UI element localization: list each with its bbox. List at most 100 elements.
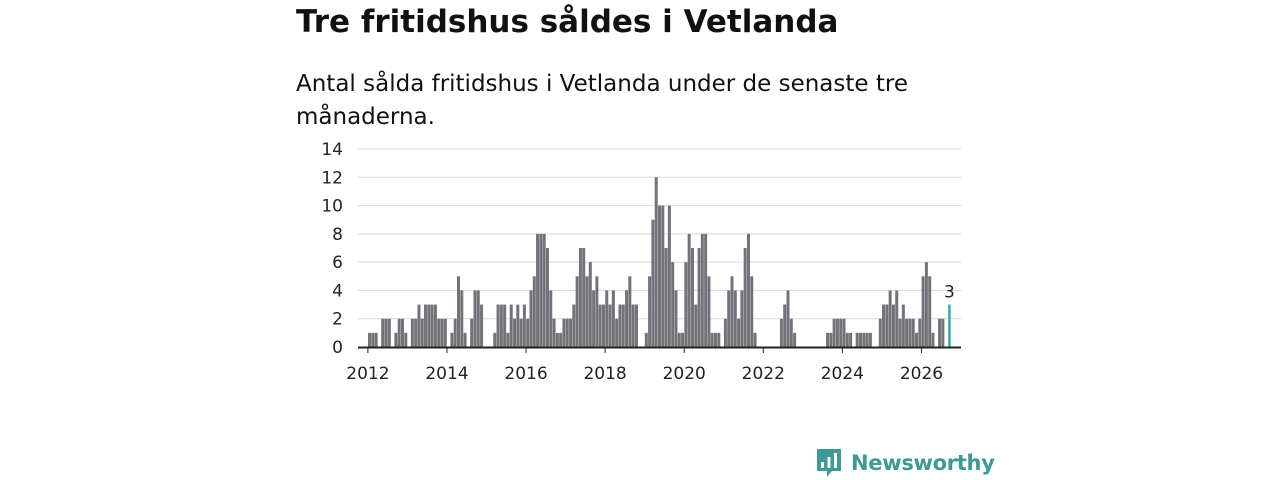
bar (499, 304, 503, 347)
bar (371, 332, 375, 347)
bars (368, 177, 951, 347)
bar (789, 318, 793, 347)
bar (433, 304, 437, 347)
bar (895, 290, 899, 347)
bar (690, 248, 694, 347)
bar (908, 318, 912, 347)
bar (605, 290, 609, 347)
bar (859, 332, 862, 347)
bar (938, 318, 942, 347)
bar (654, 177, 658, 347)
bar (516, 304, 520, 347)
bar (924, 262, 928, 347)
bar (536, 233, 540, 347)
bar (658, 205, 661, 347)
bar (493, 332, 497, 347)
bar (476, 290, 480, 347)
bar (750, 276, 754, 347)
bar (368, 332, 372, 347)
bar (793, 332, 797, 347)
bar (615, 318, 619, 347)
bar (842, 318, 846, 347)
bar (519, 318, 523, 347)
y-tick-label-10: 10 (321, 197, 343, 217)
x-tick-label-2018: 2018 (583, 364, 626, 384)
bar (410, 318, 414, 347)
bar (832, 318, 836, 347)
bar (697, 248, 701, 347)
bar (513, 318, 517, 347)
bar (394, 332, 398, 347)
bar (588, 262, 592, 347)
bar (786, 290, 790, 347)
bar (539, 233, 543, 347)
bar (457, 276, 460, 347)
bar (463, 332, 467, 347)
bar (948, 304, 951, 347)
bar (714, 332, 718, 347)
bar (496, 304, 500, 347)
y-axis-tick-labels: 0 2 4 6 8 10 12 14 (321, 140, 343, 358)
bar (849, 332, 853, 347)
bar (437, 318, 441, 347)
bar (634, 304, 638, 347)
newsworthy-logo[interactable]: Newsworthy (815, 446, 995, 480)
bar (667, 205, 671, 347)
bar (572, 304, 576, 347)
bar (430, 304, 434, 347)
x-tick-label-2014: 2014 (425, 364, 468, 384)
bar (509, 304, 513, 347)
bar (470, 318, 474, 347)
bar (737, 318, 741, 347)
chart-subtitle: Antal sålda fritidshus i Vetlanda under … (296, 71, 908, 130)
bar (743, 248, 747, 347)
bar (644, 332, 648, 347)
bar (618, 304, 622, 347)
bar (941, 318, 945, 347)
bar (460, 290, 464, 347)
bar (829, 332, 833, 347)
bar (717, 332, 721, 347)
bar (921, 276, 925, 347)
bar (882, 304, 886, 347)
bar (865, 332, 869, 347)
bar (928, 276, 932, 347)
bar (443, 318, 447, 347)
x-axis-tick-labels: 2012 2014 2016 2018 2020 2022 2024 2026 (346, 364, 943, 384)
y-tick-label-4: 4 (332, 281, 343, 301)
bar (671, 262, 675, 347)
bar (681, 332, 685, 347)
bar (480, 304, 484, 347)
bar (628, 276, 632, 347)
bar (549, 290, 553, 347)
y-tick-label-14: 14 (321, 140, 343, 160)
bar (727, 290, 731, 347)
bar (746, 233, 750, 347)
bar (674, 290, 678, 347)
bar (700, 233, 704, 347)
bar (723, 318, 727, 347)
bar (648, 276, 652, 347)
bar (559, 332, 563, 347)
bar (562, 318, 566, 347)
bar (779, 318, 783, 347)
bar (862, 332, 866, 347)
bar (598, 304, 602, 347)
bar (651, 219, 655, 347)
data-labels: 3 (944, 283, 955, 303)
bar (677, 332, 681, 347)
bar (687, 233, 691, 347)
y-tick-label-6: 6 (332, 253, 343, 273)
bar (578, 248, 582, 347)
x-axis (358, 346, 961, 353)
bar (839, 318, 843, 347)
y-tick-label-0: 0 (332, 338, 343, 358)
bar (826, 332, 830, 347)
bar (400, 318, 404, 347)
bar (592, 290, 596, 347)
chart-title: Tre fritidshus såldes i Vetlanda (296, 4, 839, 40)
bar (783, 304, 787, 347)
bar (381, 318, 385, 347)
bar (704, 233, 708, 347)
bar (526, 318, 530, 347)
